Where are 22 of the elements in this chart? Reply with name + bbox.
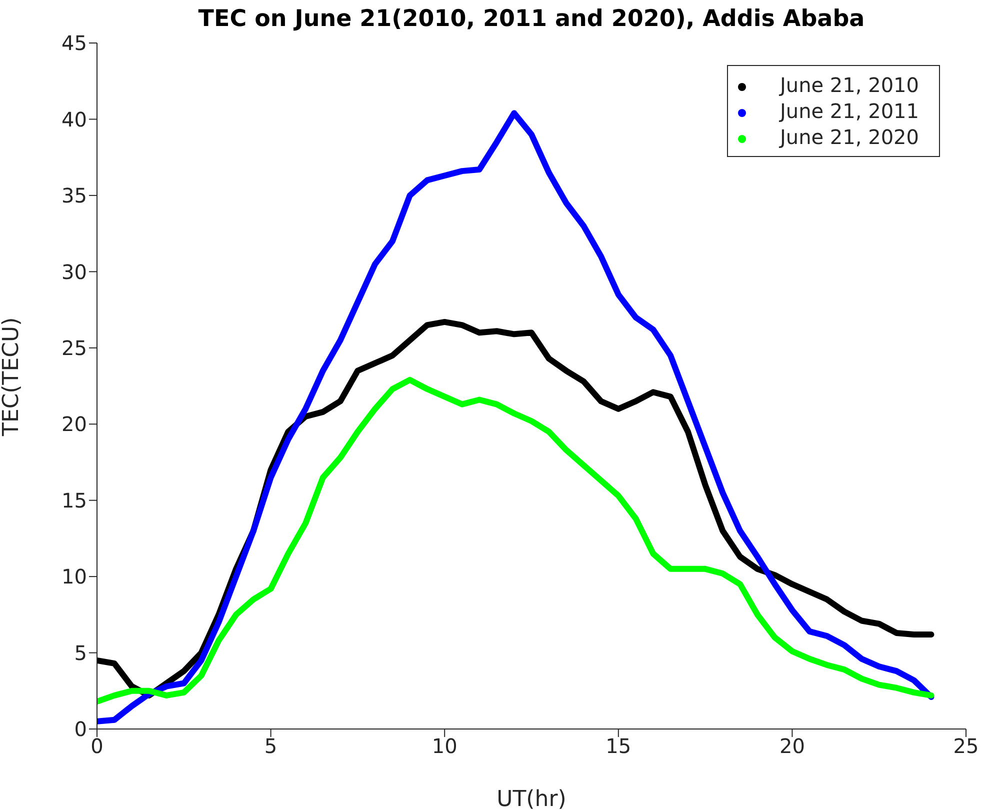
- x-tick-label: 0: [90, 734, 104, 758]
- chart-title: TEC on June 21(2010, 2011 and 2020), Addis Ababa: [197, 6, 866, 32]
- y-tick-label: 20: [62, 412, 87, 436]
- y-tick-label: 40: [62, 107, 87, 132]
- x-tick-label: 15: [606, 734, 632, 758]
- x-tick-label: 20: [779, 734, 805, 758]
- y-axis-title: TEC(TECU): [0, 317, 24, 437]
- x-axis-title: UT(hr): [496, 787, 566, 810]
- x-tick-label: 5: [264, 734, 278, 758]
- y-tick-label: 10: [62, 564, 87, 589]
- y-tick-label: 45: [62, 31, 87, 56]
- y-tick-label: 35: [62, 184, 87, 208]
- y-tick-label: 15: [62, 488, 87, 512]
- legend-label: June 21, 2011: [780, 99, 919, 123]
- legend-label: June 21, 2010: [780, 73, 919, 97]
- legend-label: June 21, 2020: [780, 125, 919, 149]
- y-tick-label: 30: [62, 260, 87, 284]
- x-tick-label: 25: [953, 734, 979, 758]
- y-tick-label: 25: [62, 336, 87, 360]
- y-tick-label: 0: [74, 717, 87, 742]
- y-tick-label: 5: [74, 640, 87, 665]
- x-tick-label: 10: [432, 734, 458, 758]
